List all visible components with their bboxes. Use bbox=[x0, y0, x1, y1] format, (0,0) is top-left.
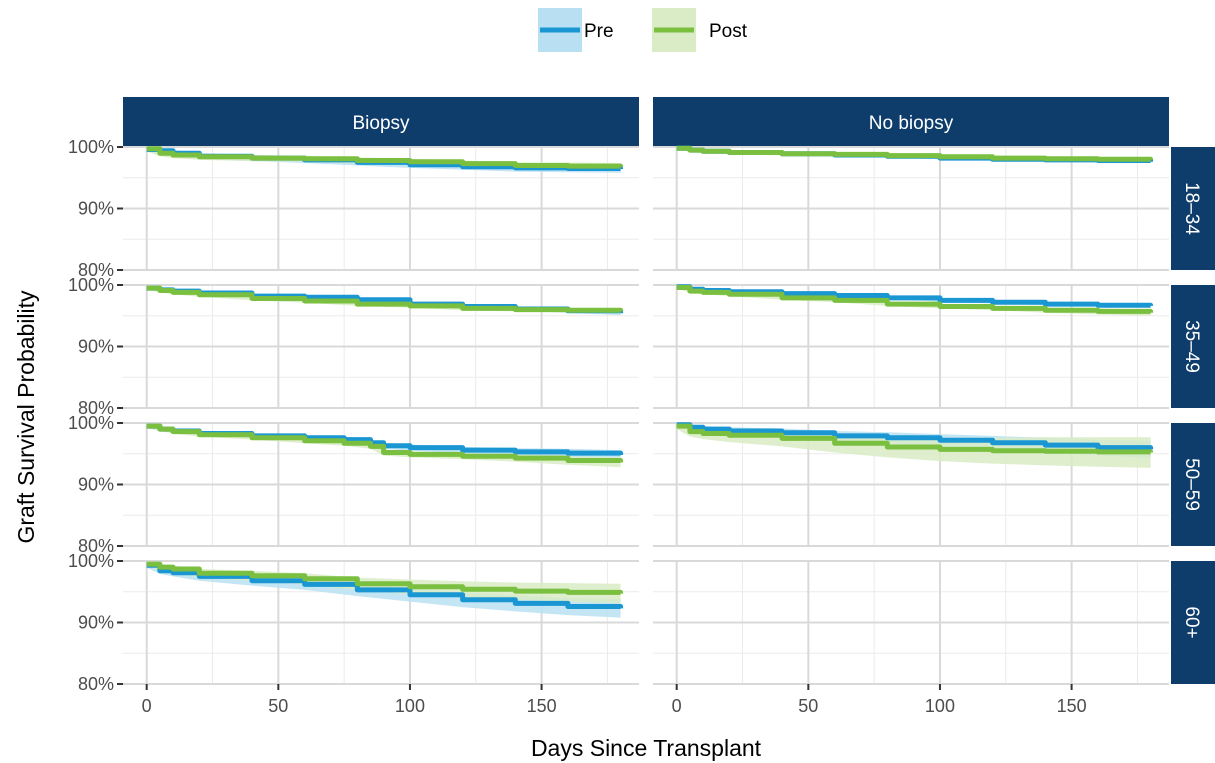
x-tick-label: 50 bbox=[798, 696, 818, 716]
x-tick-label: 0 bbox=[142, 696, 152, 716]
column-strip bbox=[653, 97, 1169, 147]
survival-line-pre bbox=[676, 422, 1154, 451]
row-strip bbox=[1171, 285, 1215, 408]
y-tick-label: 80% bbox=[78, 536, 114, 556]
y-axis-ticks: 80%90%100%80%90%100%80%90%100%80%90%100% bbox=[68, 137, 123, 694]
survival-line-post bbox=[676, 145, 1154, 162]
legend-label-post: Post bbox=[709, 21, 748, 42]
survival-line-post bbox=[146, 561, 624, 595]
y-tick-label: 80% bbox=[78, 398, 114, 418]
legend: Pre Post bbox=[538, 8, 748, 52]
x-axis-ticks: 0 50 100 150 0 50 100 150 bbox=[142, 684, 1087, 716]
survival-line-post bbox=[146, 146, 624, 169]
row-strip-label: 60+ bbox=[1181, 606, 1202, 638]
panels: Biopsy No biopsy 18–34 35–49 50–59 60+ bbox=[123, 97, 1215, 685]
x-tick-label: 0 bbox=[672, 696, 682, 716]
y-tick-label: 80% bbox=[78, 260, 114, 280]
x-tick-label: 150 bbox=[527, 696, 557, 716]
y-tick-label: 90% bbox=[78, 199, 114, 219]
survival-line-post bbox=[676, 285, 1154, 314]
y-tick-label: 100% bbox=[68, 551, 114, 571]
y-tick-label: 90% bbox=[78, 613, 114, 633]
x-tick-label: 100 bbox=[925, 696, 955, 716]
column-strip-label: Biopsy bbox=[352, 113, 410, 134]
row-strip-label: 50–59 bbox=[1181, 458, 1202, 511]
x-tick-label: 50 bbox=[268, 696, 288, 716]
column-strip bbox=[123, 97, 639, 147]
column-strip-label: No biopsy bbox=[869, 113, 954, 134]
survival-line-post bbox=[146, 285, 624, 313]
panel bbox=[653, 560, 1169, 685]
x-axis-title: Days Since Transplant bbox=[531, 735, 762, 761]
panel bbox=[653, 146, 1169, 271]
row-strip bbox=[1171, 147, 1215, 270]
y-tick-label: 80% bbox=[78, 674, 114, 694]
y-tick-label: 100% bbox=[68, 137, 114, 157]
y-tick-label: 100% bbox=[68, 275, 114, 295]
row-strip bbox=[1171, 561, 1215, 684]
y-tick-label: 90% bbox=[78, 337, 114, 357]
y-axis-title: Graft Survival Probability bbox=[13, 290, 39, 544]
row-strip bbox=[1171, 423, 1215, 546]
y-tick-label: 100% bbox=[68, 413, 114, 433]
x-tick-label: 100 bbox=[395, 696, 425, 716]
row-strip-label: 35–49 bbox=[1181, 320, 1202, 373]
row-strip-label: 18–34 bbox=[1181, 182, 1202, 235]
legend-label-pre: Pre bbox=[584, 21, 614, 42]
survival-line-post bbox=[676, 423, 1154, 455]
y-tick-label: 90% bbox=[78, 475, 114, 495]
survival-line-post bbox=[146, 423, 624, 463]
x-tick-label: 150 bbox=[1057, 696, 1087, 716]
